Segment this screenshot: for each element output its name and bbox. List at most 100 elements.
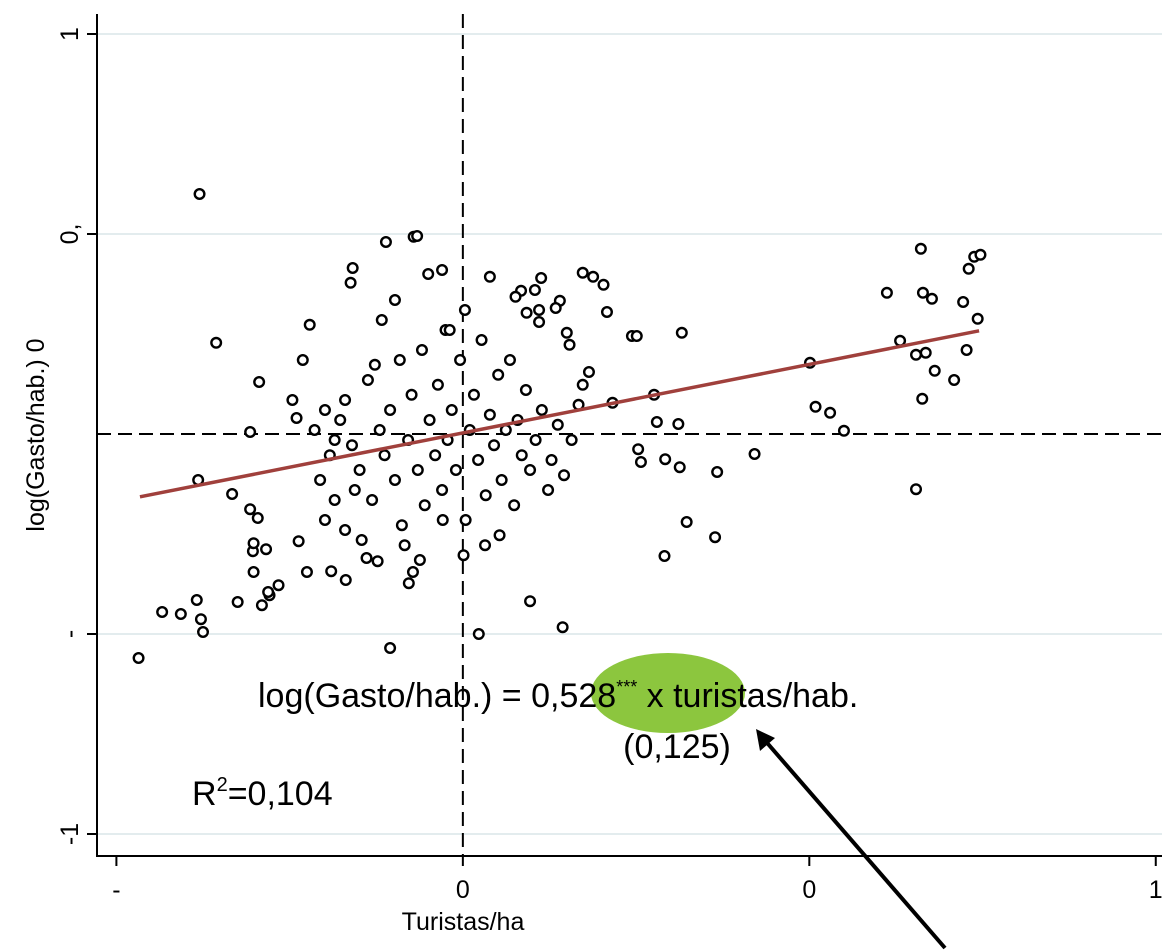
point xyxy=(318,514,331,527)
point xyxy=(597,278,610,291)
point xyxy=(880,286,893,299)
point xyxy=(542,484,555,497)
y-axis-title: log(Gasto/hab.) 0 xyxy=(22,338,50,531)
point xyxy=(711,466,724,479)
point xyxy=(292,535,305,548)
point xyxy=(156,606,169,619)
point xyxy=(680,516,693,529)
point xyxy=(488,439,501,452)
point xyxy=(563,338,576,351)
point xyxy=(529,434,542,447)
point xyxy=(384,642,397,655)
point xyxy=(132,652,145,665)
coefficient: 0,528 xyxy=(531,677,616,715)
point xyxy=(925,292,938,305)
equation-right: x turistas/hab. xyxy=(637,677,858,715)
point xyxy=(673,461,686,474)
point xyxy=(325,565,338,578)
point xyxy=(558,469,571,482)
point xyxy=(402,577,415,590)
point xyxy=(962,262,975,275)
r2-value: =0,104 xyxy=(228,775,333,813)
point xyxy=(260,543,273,556)
y-tick-label: 1 xyxy=(56,27,84,41)
point xyxy=(296,354,309,367)
point xyxy=(413,554,426,567)
point xyxy=(910,348,923,361)
point xyxy=(479,539,492,552)
point xyxy=(528,284,541,297)
arrow-head xyxy=(756,729,775,751)
point xyxy=(565,434,578,447)
point xyxy=(226,488,239,501)
point xyxy=(545,454,558,467)
point xyxy=(824,406,837,419)
point xyxy=(398,539,411,552)
point xyxy=(303,318,316,331)
point xyxy=(948,374,961,387)
point xyxy=(244,426,257,439)
point xyxy=(479,489,492,502)
point xyxy=(378,449,391,462)
x-tick-label: 0 xyxy=(802,876,816,904)
point xyxy=(576,378,589,391)
point xyxy=(928,364,941,377)
point xyxy=(445,404,458,417)
point xyxy=(344,276,357,289)
point xyxy=(960,344,973,357)
point xyxy=(443,324,456,337)
point xyxy=(483,408,496,421)
point xyxy=(429,449,442,462)
point xyxy=(418,499,431,512)
point xyxy=(353,464,366,477)
point xyxy=(472,628,485,641)
point xyxy=(406,566,419,579)
point xyxy=(286,394,299,407)
point xyxy=(520,306,533,319)
point xyxy=(388,294,401,307)
point xyxy=(210,336,223,349)
point xyxy=(971,312,984,325)
plot-area xyxy=(97,14,1162,856)
x-axis-title: Turistas/ha xyxy=(402,908,525,936)
point xyxy=(509,290,522,303)
point xyxy=(533,316,546,329)
point xyxy=(346,262,359,275)
equation: log(Gasto/hab.) = 0,528*** x turistas/ha… xyxy=(258,677,858,715)
point xyxy=(348,484,361,497)
point xyxy=(290,412,303,425)
point xyxy=(475,334,488,347)
point xyxy=(533,304,546,317)
point xyxy=(368,358,381,371)
point xyxy=(458,304,471,317)
point xyxy=(916,286,929,299)
point xyxy=(467,388,480,401)
point xyxy=(328,434,341,447)
point xyxy=(495,474,508,487)
point xyxy=(251,512,264,525)
point xyxy=(957,296,970,309)
point xyxy=(318,404,331,417)
point xyxy=(535,404,548,417)
equation-left: log(Gasto/hab.) = xyxy=(258,677,531,715)
point xyxy=(658,550,671,563)
point xyxy=(916,392,929,405)
point xyxy=(632,443,645,456)
point xyxy=(253,376,266,389)
point xyxy=(411,229,424,242)
point xyxy=(576,266,589,279)
point xyxy=(247,537,260,550)
point xyxy=(556,621,569,634)
point xyxy=(339,524,352,537)
r2-base: R xyxy=(192,775,217,813)
x-tick-label: - xyxy=(112,876,120,904)
point xyxy=(809,400,822,413)
point xyxy=(634,456,647,469)
point xyxy=(384,404,397,417)
point xyxy=(194,613,207,626)
y-tick-label: 0, xyxy=(56,224,84,245)
point xyxy=(582,366,595,379)
point xyxy=(914,242,927,255)
